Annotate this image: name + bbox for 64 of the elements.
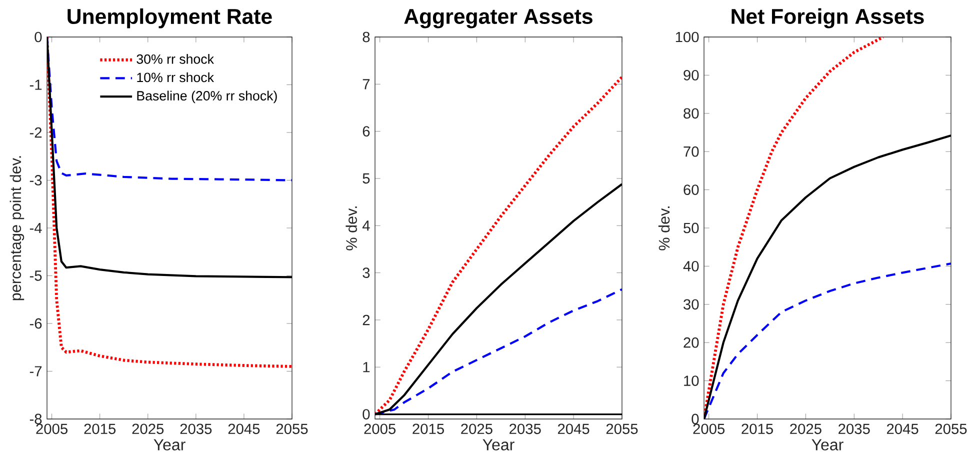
x-axis-title: Year bbox=[482, 439, 514, 450]
y-tick-label: 90 bbox=[684, 70, 699, 80]
y-tick-label: -3 bbox=[30, 175, 42, 186]
x-tick-label: 2015 bbox=[412, 424, 444, 434]
y-tick-label: -2 bbox=[30, 127, 42, 138]
y-tick-label: 30 bbox=[684, 299, 699, 310]
y-tick-label: 3 bbox=[362, 268, 370, 278]
y-tick-label: -6 bbox=[30, 318, 42, 329]
chart-title: Net Foreign Assets bbox=[732, 8, 924, 28]
x-tick-label: 2035 bbox=[510, 424, 541, 434]
y-tick-label: 20 bbox=[684, 337, 699, 348]
x-tick-label: 2035 bbox=[838, 424, 870, 434]
x-tick-label: 2055 bbox=[276, 424, 308, 434]
y-tick-label: 7 bbox=[362, 79, 370, 90]
y-tick-label: 40 bbox=[683, 261, 699, 272]
x-tick-label: 2005 bbox=[364, 424, 396, 434]
x-tick-label: 2045 bbox=[558, 424, 590, 434]
chart-title: Aggregater Assets bbox=[404, 9, 592, 28]
y-tick-label: 2 bbox=[362, 314, 370, 326]
y-tick-label: 4 bbox=[362, 220, 370, 231]
legend-label: Baseline (20% rr shock) bbox=[137, 90, 277, 104]
y-tick-label: 0 bbox=[692, 414, 699, 424]
y-axis-title: percentage point dev. bbox=[10, 156, 24, 300]
y-tick-label: 50 bbox=[684, 222, 699, 234]
x-tick-label: 2055 bbox=[606, 424, 638, 434]
legend-label: 30% rr shock bbox=[136, 54, 214, 64]
line-series bbox=[47, 36, 292, 368]
y-axis-title: % dev. bbox=[346, 206, 357, 250]
x-tick-label: 2055 bbox=[935, 424, 967, 434]
line-series bbox=[704, 134, 951, 419]
x-tick-label: 2015 bbox=[84, 424, 116, 434]
x-tick-label: 2005 bbox=[693, 424, 725, 434]
y-tick-label: 0 bbox=[34, 32, 42, 42]
y-tick-label: 1 bbox=[363, 362, 370, 372]
y-tick-label: -5 bbox=[30, 270, 42, 281]
y-axis-title: % dev. bbox=[658, 206, 670, 250]
line-series bbox=[47, 36, 292, 278]
y-tick-label: 80 bbox=[684, 108, 699, 119]
y-tick-label: 100 bbox=[676, 32, 699, 42]
x-axis-title: Year bbox=[812, 439, 844, 450]
x-tick-label: 2025 bbox=[132, 424, 164, 434]
y-tick-label: 10 bbox=[684, 376, 699, 386]
y-tick-label: 8 bbox=[362, 32, 370, 42]
y-tick-label: -1 bbox=[30, 80, 42, 90]
x-axis-title: Year bbox=[154, 439, 186, 450]
y-tick-label: 5 bbox=[362, 173, 370, 184]
x-tick-label: 2015 bbox=[742, 424, 773, 434]
line-series bbox=[704, 262, 951, 419]
x-tick-label: 2035 bbox=[180, 424, 212, 434]
y-tick-label: 0 bbox=[362, 409, 370, 420]
y-tick-label: -7 bbox=[30, 366, 42, 376]
line-series bbox=[47, 36, 292, 182]
y-tick-label: 6 bbox=[362, 126, 370, 137]
chart-title: Unemployment Rate bbox=[68, 8, 272, 28]
y-tick-label: 70 bbox=[684, 146, 699, 157]
x-tick-label: 2005 bbox=[36, 424, 68, 434]
x-tick-label: 2045 bbox=[228, 424, 260, 434]
y-tick-label: 60 bbox=[684, 184, 699, 195]
y-tick-label: -4 bbox=[30, 222, 42, 234]
x-tick-label: 2045 bbox=[886, 424, 918, 434]
x-tick-label: 2025 bbox=[790, 424, 822, 434]
y-tick-label: -8 bbox=[30, 414, 42, 424]
x-tick-label: 2025 bbox=[461, 424, 492, 434]
legend-label: 10% rr shock bbox=[137, 72, 214, 82]
